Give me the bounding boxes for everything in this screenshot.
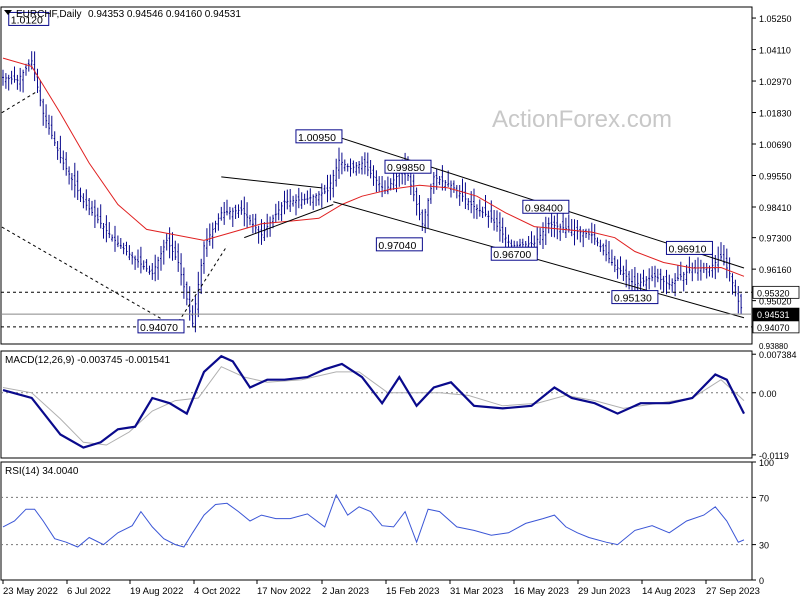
annotation-label: 0.96910 [668,243,706,255]
price-annotation: 0.96700 [490,246,538,261]
annotation-label: 1.0120 [11,14,43,26]
price-tick-label: 1.01830 [759,109,792,119]
annotation-label: 0.96700 [493,249,531,261]
price-tick-label: 1.05250 [759,14,792,24]
annotation-box [384,159,432,174]
support-line [174,245,228,328]
annotation-box [375,237,423,252]
price-annotation: 0.95130 [611,290,659,305]
price-tick-label: 1.02970 [759,77,792,87]
support-line [0,225,176,328]
rsi-tick-label: 30 [759,541,769,551]
support-line [0,90,38,115]
annotation-box [295,129,343,144]
annotation-label: 1.00950 [298,132,336,144]
price-label: 0.94070 [757,323,790,333]
date-tick-label: 2 Jan 2023 [322,586,369,597]
price-label: 0.95320 [757,288,790,298]
annotation-box [8,11,50,26]
date-tick-label: 4 Oct 2022 [194,586,240,597]
date-tick-label: 14 Aug 2023 [642,586,695,597]
annotation-box [490,246,538,261]
rsi-tick-label: 70 [759,493,769,503]
price-tick-label: 0.96160 [759,265,792,275]
annotation-box [611,290,659,305]
date-tick-label: 16 May 2023 [514,586,569,597]
price-label-box [752,307,800,321]
price-tick-label: 0.98410 [759,203,792,213]
chart-symbol: EURCHF,Daily [16,9,82,20]
price-tick-label: 1.00690 [759,140,792,150]
date-tick-label: 29 Jun 2023 [578,586,630,597]
macd-tick-label: 0.007384 [759,350,797,360]
price-label-box [752,320,800,334]
date-tick-label: 6 Jul 2022 [67,586,111,597]
channel-line [333,201,745,319]
price-label-box [752,285,800,299]
macd-tick-label: 0.00 [759,389,777,399]
price-label: 0.94531 [757,310,790,320]
price-tick-label: 0.97300 [759,234,792,244]
date-tick-label: 17 Nov 2022 [257,586,311,597]
date-tick-label: 31 Mar 2023 [450,586,503,597]
price-annotation: 0.98400 [522,199,570,214]
price-tick-label: 1.04110 [759,46,791,56]
macd-title: MACD(12,26,9) -0.003745 -0.001541 [5,355,171,366]
price-annotation: 1.0120 [8,11,50,26]
annotation-label: 0.97040 [378,240,416,252]
date-tick-label: 23 May 2022 [3,586,58,597]
annotation-box [137,319,185,334]
annotation-label: 0.99850 [387,162,425,174]
annotation-label: 0.98400 [525,202,563,214]
rsi-panel-frame [0,461,753,581]
macd-tick-label: -0.0119 [759,451,789,461]
triangle-line [244,204,334,239]
price-annotation: 0.97040 [375,237,423,252]
rsi-line [2,493,745,548]
macd-panel-frame [0,350,753,459]
watermark-text: ActionForex.com [492,106,672,133]
rsi-tick-label: 100 [759,458,774,468]
moving-average-line [2,57,745,277]
rsi-title: RSI(14) 34.0040 [5,466,79,477]
annotation-label: 0.95130 [614,293,652,305]
price-cutoff-label: 0.93880 [759,342,788,351]
date-tick-label: 27 Sep 2023 [706,586,760,597]
annotation-box [665,240,713,255]
menu-triangle-icon [4,10,12,15]
annotation-label: 0.94070 [140,322,178,334]
price-annotation: 0.94070 [137,319,185,334]
price-tick-label: 0.95020 [759,297,792,307]
rsi-tick-label: 0 [759,576,764,586]
price-annotation: 0.99850 [384,159,432,174]
price-tick-label: 0.99550 [759,172,792,182]
macd-signal-line [2,366,745,446]
price-annotation: 0.96910 [665,240,713,255]
chart-ohlc: 0.94353 0.94546 0.94160 0.94531 [88,9,241,20]
triangle-line [221,176,322,189]
price-annotation: 1.00950 [295,129,343,144]
annotation-box [522,199,570,214]
date-tick-label: 19 Aug 2022 [130,586,183,597]
macd-line [2,354,745,449]
date-tick-label: 15 Feb 2023 [386,586,439,597]
